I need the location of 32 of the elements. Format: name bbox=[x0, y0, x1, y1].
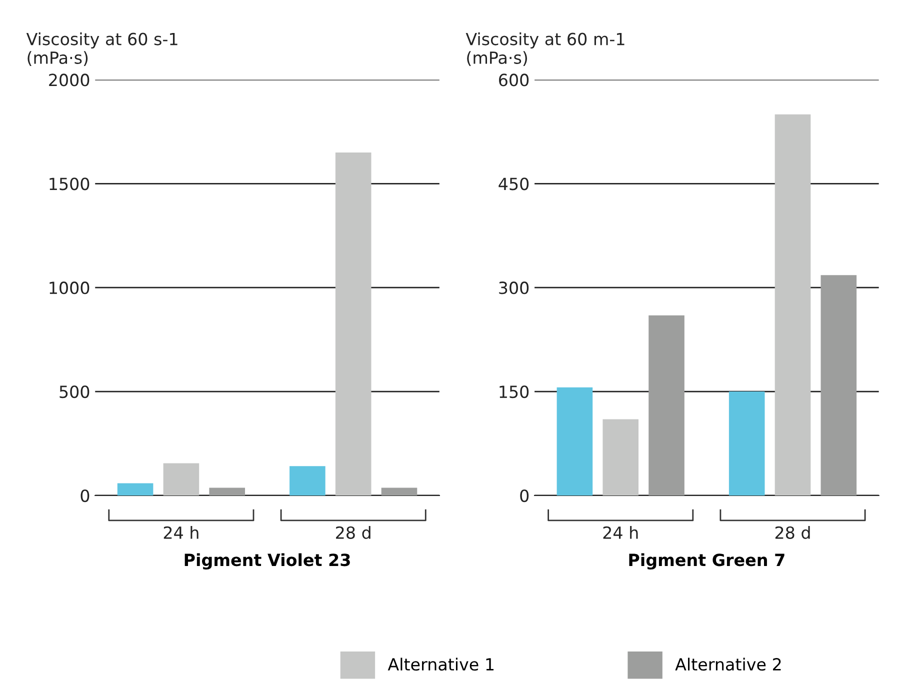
bar bbox=[163, 463, 200, 496]
x-axis-title: Pigment Violet 23 bbox=[184, 553, 350, 570]
x-tick-label: 24 h bbox=[164, 526, 198, 539]
y-axis-title: Viscosity at 60 s-1 (mPa·s) bbox=[26, 32, 178, 66]
y-tick-label: 0 bbox=[80, 489, 90, 502]
y-tick-label: 500 bbox=[60, 386, 90, 398]
legend-label: Alternative 1 bbox=[388, 658, 494, 671]
x-tick-label: 24 h bbox=[603, 526, 638, 539]
y-axis-title: Viscosity at 60 m-1 (mPa·s) bbox=[466, 32, 624, 66]
legend-label: Alternative 2 bbox=[675, 658, 781, 671]
bar bbox=[290, 466, 326, 496]
x-tick-label: 28 d bbox=[775, 526, 810, 539]
y-tick-label: 450 bbox=[498, 178, 529, 190]
bar bbox=[117, 483, 154, 496]
bar bbox=[335, 152, 372, 496]
bar bbox=[728, 392, 765, 496]
y-tick-label: 300 bbox=[499, 282, 529, 294]
y-tick-label: 600 bbox=[499, 74, 529, 86]
y-tick-label: 2000 bbox=[49, 74, 90, 86]
y-tick-label: 0 bbox=[520, 489, 529, 502]
bar bbox=[774, 114, 811, 496]
y-tick-label: 1500 bbox=[50, 178, 90, 190]
bar bbox=[556, 387, 593, 496]
bar bbox=[209, 488, 246, 496]
bar bbox=[602, 419, 639, 496]
bar bbox=[648, 315, 684, 496]
y-tick-label: 150 bbox=[500, 386, 529, 398]
bar bbox=[381, 488, 418, 496]
x-axis-title: Pigment Green 7 bbox=[629, 553, 784, 570]
x-tick-label: 28 d bbox=[336, 526, 370, 539]
bar bbox=[820, 275, 857, 496]
y-tick-label: 1000 bbox=[50, 282, 90, 294]
